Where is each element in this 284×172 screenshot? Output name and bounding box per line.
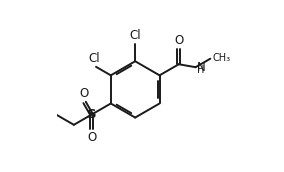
Text: CH₃: CH₃ bbox=[212, 53, 231, 63]
Text: S: S bbox=[87, 108, 96, 121]
Text: Cl: Cl bbox=[130, 29, 141, 42]
Text: O: O bbox=[87, 131, 96, 144]
Text: N: N bbox=[197, 61, 206, 74]
Text: Cl: Cl bbox=[88, 52, 100, 65]
Text: O: O bbox=[79, 87, 88, 100]
Text: H: H bbox=[197, 65, 204, 75]
Text: O: O bbox=[174, 34, 183, 47]
